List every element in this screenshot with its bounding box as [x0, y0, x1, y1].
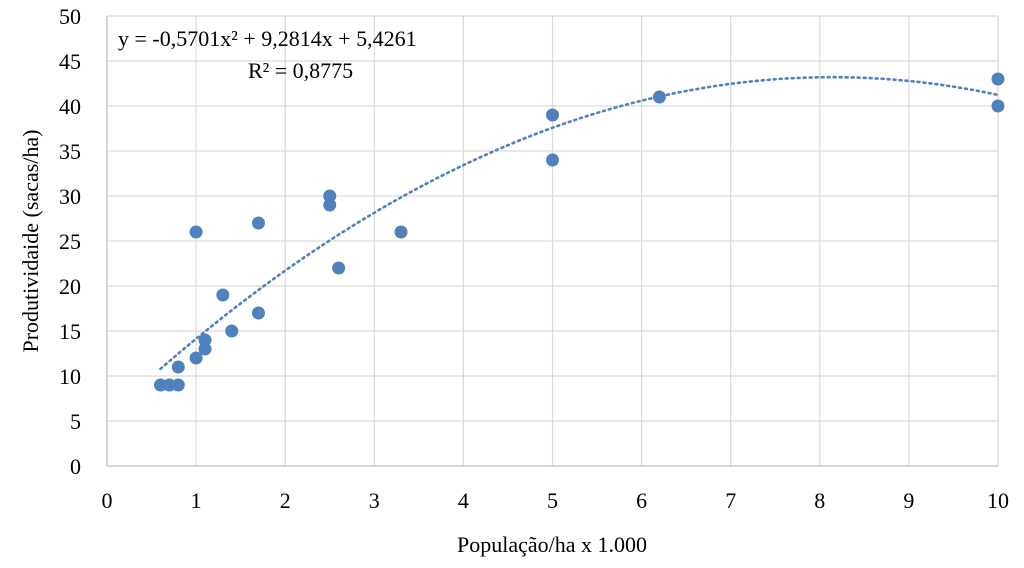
y-tick-label: 15	[59, 319, 81, 344]
data-point	[323, 189, 337, 203]
y-tick-label: 5	[70, 409, 81, 434]
data-point	[153, 378, 167, 392]
data-point	[216, 288, 230, 302]
y-tick-labels: 0 5 10 15 20 25 30 35 40 45 50	[59, 4, 81, 479]
data-points	[153, 72, 1005, 392]
data-point	[251, 306, 265, 320]
data-point	[198, 342, 212, 356]
x-tick-label: 9	[903, 488, 914, 513]
data-point	[189, 351, 203, 365]
y-tick-label: 25	[59, 229, 81, 254]
data-point	[251, 216, 265, 230]
data-point	[323, 198, 337, 212]
axes	[106, 16, 998, 467]
data-point	[198, 333, 212, 347]
x-tick-label: 1	[191, 488, 202, 513]
x-axis-title: População/ha x 1.000	[457, 532, 647, 557]
data-point	[394, 225, 408, 239]
y-tick-label: 0	[70, 454, 81, 479]
data-point	[162, 378, 176, 392]
data-point	[171, 360, 185, 374]
x-tick-label: 2	[280, 488, 291, 513]
data-point	[189, 225, 203, 239]
trendline	[159, 75, 1000, 371]
x-tick-label: 7	[725, 488, 736, 513]
x-tick-label: 0	[102, 488, 113, 513]
x-tick-label: 10	[987, 488, 1009, 513]
x-tick-label: 8	[814, 488, 825, 513]
gridlines	[106, 15, 999, 467]
r-squared-label: R² = 0,8775	[248, 58, 353, 83]
x-tick-label: 5	[547, 488, 558, 513]
y-tick-label: 20	[59, 274, 81, 299]
y-tick-label: 35	[59, 139, 81, 164]
y-tick-label: 10	[59, 364, 81, 389]
y-axis-title: Produtividaide (sacas/ha)	[18, 130, 43, 353]
data-point	[546, 153, 559, 167]
y-tick-label: 45	[59, 49, 81, 74]
y-tick-label: 30	[59, 184, 81, 209]
data-point	[991, 72, 1005, 86]
data-point	[171, 378, 185, 392]
x-tick-label: 4	[458, 488, 469, 513]
x-tick-labels: 0 1 2 3 4 5 6 7 8 9 10	[102, 488, 1010, 513]
data-point	[225, 324, 239, 338]
data-point	[991, 99, 1005, 113]
data-point	[332, 261, 346, 275]
trendline-equation: y = -0,5701x² + 9,2814x + 5,4261	[118, 26, 417, 51]
data-point	[546, 108, 559, 122]
x-tick-label: 3	[369, 488, 380, 513]
y-tick-label: 50	[59, 4, 81, 29]
data-point	[652, 90, 666, 104]
y-tick-label: 40	[59, 94, 81, 119]
x-tick-label: 6	[636, 488, 647, 513]
